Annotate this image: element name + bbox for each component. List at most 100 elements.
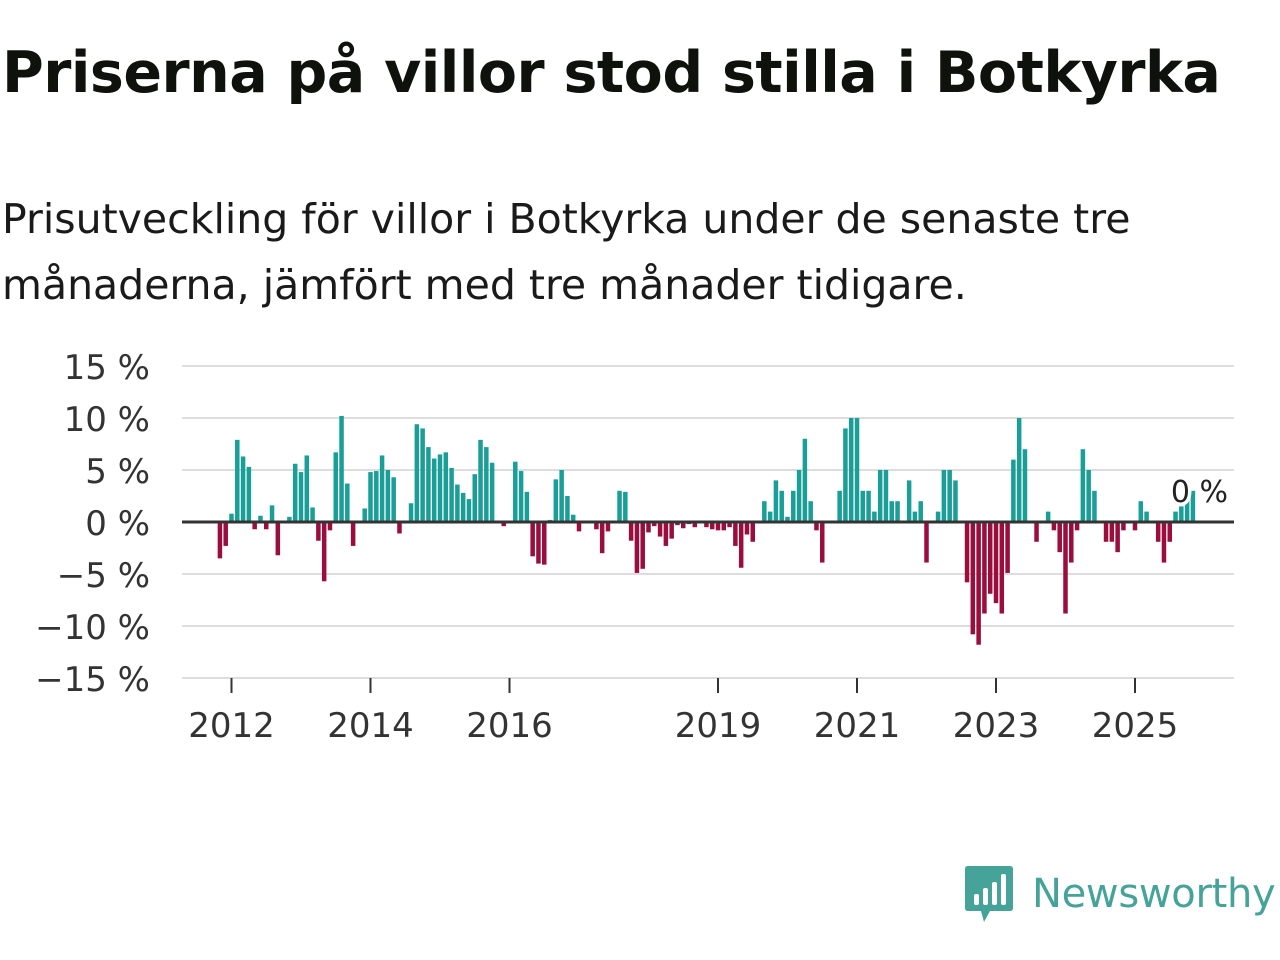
bar [779,490,784,522]
y-axis-labels: 15 % 10 % 5 % 0 % −5 % −10 % −15 % [35,348,150,700]
y-tick-label: −5 % [57,556,150,596]
bar [460,492,466,522]
bar [397,522,402,534]
bar [1011,459,1016,522]
bar [773,480,779,522]
bar [895,501,900,522]
bar [1063,522,1068,614]
bar [1121,522,1126,531]
bar [304,455,310,522]
annotations: 0 % [1167,472,1231,514]
bar [333,452,338,522]
bar [275,522,281,556]
bar [501,522,506,527]
bar [1022,449,1028,522]
bar [883,470,889,522]
bar [536,522,541,564]
bar [484,447,489,522]
bar [235,439,240,522]
bar [1190,490,1196,522]
bar [345,483,350,522]
bar [785,516,790,522]
bar [848,418,854,522]
bar [681,522,686,529]
bar [292,463,298,522]
bar [478,439,483,522]
bar [414,424,420,522]
y-tick-label: 10 % [64,400,150,440]
bar [1179,506,1184,522]
x-tick-label: 2019 [675,706,762,746]
bar [976,522,981,645]
bar [872,511,877,522]
bar [466,499,472,522]
bar [570,514,576,522]
bar [982,522,987,614]
newsworthy-bar-chart-icon [965,866,1013,922]
bar [843,428,848,522]
bar [993,522,999,604]
x-axis: 2012 2014 2016 2019 2021 2023 2025 [188,678,1178,746]
bar [240,456,246,522]
bar [1184,501,1190,522]
bar [762,501,767,522]
bar [1138,501,1144,522]
bar [362,508,367,522]
bar [576,522,582,532]
bar [1155,522,1161,542]
bar [1034,522,1039,542]
bar [866,490,871,522]
bar [1144,511,1149,522]
bar [709,522,715,530]
bar [617,490,622,522]
bar [802,438,808,522]
brand-name: Newsworthy [1032,871,1276,917]
bar [1132,522,1138,531]
bar [472,474,477,522]
bar [368,472,373,522]
bar [431,458,437,522]
bar [542,522,547,565]
bar [877,470,883,522]
bar [675,522,680,526]
bar [657,522,663,537]
x-tick-label: 2012 [188,706,275,746]
bar [941,470,947,522]
latest-value-annotation: 0 % [1171,475,1228,510]
bar [1086,470,1091,522]
bar [964,522,970,583]
bars [217,415,1196,645]
bar [1045,511,1051,522]
bar [1167,522,1172,542]
x-tick-label: 2014 [327,706,414,746]
bar [385,470,391,522]
bar [738,522,744,568]
bar [530,522,535,557]
bar [663,522,669,546]
bar [791,490,796,522]
bar [1057,522,1062,553]
bar [715,522,721,531]
newsworthy-logo: Newsworthy [964,864,1276,924]
bar [947,470,952,522]
bar [854,418,860,522]
bar [733,522,738,546]
chart-subtitle: Prisutveckling för villor i Botkyrka und… [2,195,1131,309]
bar [1016,418,1022,522]
gridlines [182,365,1234,679]
bar [1173,511,1178,522]
bar [559,470,564,522]
y-tick-label: −10 % [35,608,150,648]
bar [796,470,802,522]
y-tick-label: 15 % [64,348,150,388]
bar [264,522,269,530]
bar [443,452,449,522]
bar [391,477,396,522]
bar [692,522,698,528]
bar [1005,522,1010,573]
bar [860,490,866,522]
bar [258,515,263,522]
bar [1115,522,1120,553]
bar [652,522,657,527]
bar [513,461,518,522]
